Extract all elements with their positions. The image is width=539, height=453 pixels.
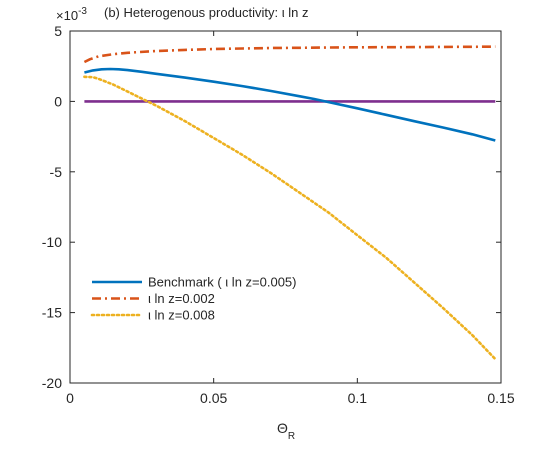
series-line-1 [83,45,496,64]
y-tick-label: -15 [42,305,62,321]
y-tick-label: 5 [54,23,62,39]
plot-area [70,31,501,383]
exponent-base: ×10 [56,8,78,23]
y-tick-label: -20 [42,375,62,391]
x-tick-label: 0.15 [487,390,514,406]
axes-layer [69,30,502,384]
x-tick-label: 0.05 [200,390,227,406]
series-layer [83,45,497,361]
axes-box [69,30,502,384]
exponent-power: -3 [78,6,87,17]
series-line-2 [83,75,497,361]
x-axis-label: ΘR [277,420,295,442]
ticks-layer: 0 0.05 0.1 0.15 5 0 -5 -10 -15 -20 [42,23,515,406]
x-axis-label-subscript: R [288,431,295,442]
y-tick-label: -5 [50,164,63,180]
x-axis-label-main: Θ [277,420,288,436]
x-tick-label: 0 [66,390,74,406]
legend-label-2: ι ln z=0.008 [148,308,215,323]
chart-title: (b) Heterogenous productivity: ι ln z [104,5,308,20]
y-tick-label: 0 [54,93,62,109]
y-tick-label: -10 [42,234,62,250]
axis-exponent-label: ×10-3 [56,6,87,23]
x-tick-label: 0.1 [348,390,368,406]
legend-label-0: Benchmark ( ι ln z=0.005) [148,275,296,290]
legend-label-1: ι ln z=0.002 [148,291,215,306]
legend: Benchmark ( ι ln z=0.005)ι ln z=0.002 ι l… [90,275,296,323]
series-line-0 [84,67,496,142]
